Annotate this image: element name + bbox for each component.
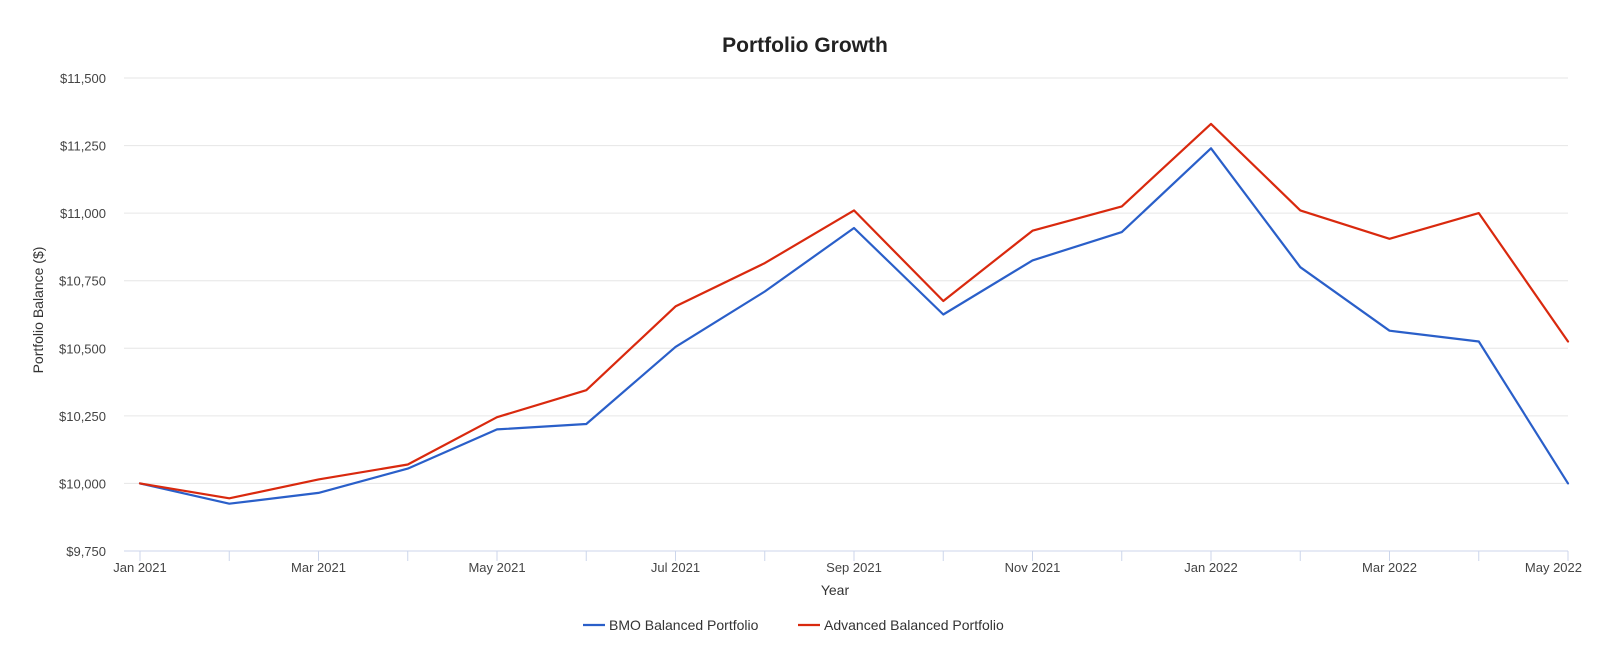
y-tick-label: $9,750: [66, 544, 106, 559]
axes: [124, 550, 1569, 561]
series-lines: [138, 122, 1570, 505]
x-tick-label: Jan 2022: [1184, 560, 1238, 575]
gridlines: [124, 77, 1568, 484]
y-tick-label: $10,750: [59, 274, 106, 289]
series-line-advanced-balanced: [138, 122, 1570, 500]
legend-label: BMO Balanced Portfolio: [609, 617, 759, 633]
x-tick-label: May 2022: [1525, 560, 1582, 575]
series-line-bmo-balanced: [138, 147, 1570, 505]
legend-item[interactable]: BMO Balanced Portfolio: [583, 617, 759, 633]
x-tick-label: Jan 2021: [113, 560, 167, 575]
x-tick-label: Mar 2021: [291, 560, 346, 575]
chart-title: Portfolio Growth: [722, 34, 888, 57]
y-tick-label: $11,250: [60, 139, 106, 154]
y-tick-label: $11,000: [60, 206, 106, 221]
x-tick-label: Jul 2021: [651, 560, 700, 575]
x-tick-label: Mar 2022: [1362, 560, 1417, 575]
y-tick-label: $10,000: [59, 476, 106, 491]
y-axis-label: Portfolio Balance ($): [30, 247, 46, 374]
x-axis-label: Year: [821, 582, 850, 598]
legend-item[interactable]: Advanced Balanced Portfolio: [798, 617, 1004, 633]
x-tick-label: May 2021: [468, 560, 525, 575]
legend-label: Advanced Balanced Portfolio: [824, 617, 1004, 633]
x-tick-label: Sep 2021: [826, 560, 882, 575]
legend: BMO Balanced Portfolio Advanced Balanced …: [583, 617, 1004, 633]
y-tick-label: $10,250: [59, 409, 106, 424]
x-axis-ticks: Jan 2021 Mar 2021 May 2021 Jul 2021 Sep 2021…: [113, 560, 1582, 575]
y-axis-ticks: $9,750 $10,000 $10,250 $10,500 $10,750 $11,00…: [59, 71, 106, 559]
x-tick-label: Nov 2021: [1005, 560, 1061, 575]
y-tick-label: $10,500: [59, 341, 106, 356]
y-tick-label: $11,500: [60, 71, 106, 86]
